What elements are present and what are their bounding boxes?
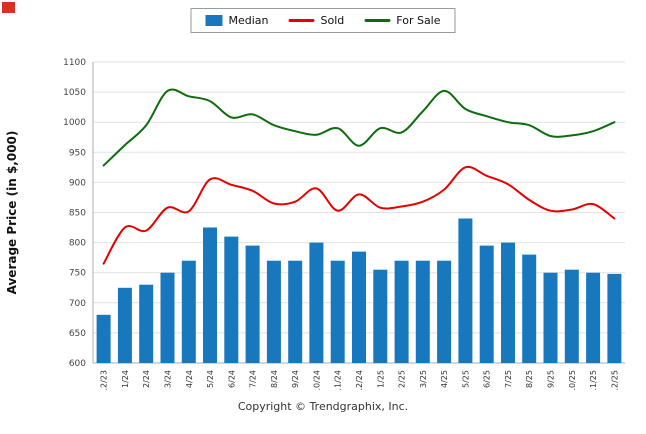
legend: Median Sold For Sale [190,8,456,33]
copyright-text: Copyright © Trendgraphix, Inc. [237,400,409,413]
svg-text:12/25: 12/25 [610,370,619,390]
svg-text:1/24: 1/24 [121,370,130,388]
svg-text:650: 650 [69,329,86,339]
svg-text:1000: 1000 [63,118,86,128]
svg-text:800: 800 [69,239,86,249]
svg-text:1050: 1050 [63,88,86,98]
legend-item-sold[interactable]: Sold [288,14,345,27]
svg-text:9/24: 9/24 [291,370,300,388]
svg-text:7/24: 7/24 [249,370,258,388]
svg-text:2/25: 2/25 [398,370,407,388]
svg-text:6/25: 6/25 [483,370,492,388]
svg-text:3/24: 3/24 [164,370,173,388]
svg-text:8/25: 8/25 [525,370,534,388]
svg-text:10/25: 10/25 [568,370,577,390]
svg-text:5/24: 5/24 [206,370,215,388]
svg-text:700: 700 [69,299,86,309]
svg-text:850: 850 [69,209,86,219]
forsale-line-swatch-icon [364,19,391,22]
svg-text:4/25: 4/25 [440,370,449,388]
legend-label-forsale: For Sale [396,14,441,27]
legend-label-sold: Sold [320,14,345,27]
svg-text:7/25: 7/25 [504,370,513,388]
svg-text:600: 600 [69,359,86,369]
svg-text:9/25: 9/25 [547,370,556,388]
svg-text:12/24: 12/24 [355,370,364,390]
svg-text:900: 900 [69,178,86,188]
sold-line-swatch-icon [288,19,315,22]
legend-item-forsale[interactable]: For Sale [364,14,441,27]
legend-label-median: Median [228,14,269,27]
svg-text:1/25: 1/25 [376,370,385,388]
svg-text:3/25: 3/25 [419,370,428,388]
corner-marker [2,2,15,13]
chart-canvas: 600 650 700 750 800 850 900 950 1000 1050 1100 12/2… [5,58,625,390]
svg-text:8/24: 8/24 [270,370,279,388]
svg-text:12/23: 12/23 [100,370,109,390]
legend-item-median[interactable]: Median [205,14,269,27]
median-bar-swatch-icon [205,15,223,26]
svg-text:11/25: 11/25 [589,370,598,390]
svg-text:4/24: 4/24 [185,370,194,388]
svg-text:2/24: 2/24 [142,370,151,388]
svg-text:1100: 1100 [63,58,86,68]
chart-area: 600 650 700 750 800 850 900 950 1000 1050 1100 12/2… [0,38,646,390]
svg-text:11/24: 11/24 [334,370,343,390]
svg-text:10/24: 10/24 [312,370,321,390]
svg-text:Average Price (in $,000): Average Price (in $,000) [5,131,19,295]
svg-text:6/24: 6/24 [227,370,236,388]
svg-text:950: 950 [69,148,86,158]
svg-text:5/25: 5/25 [461,370,470,388]
svg-text:750: 750 [69,269,86,279]
